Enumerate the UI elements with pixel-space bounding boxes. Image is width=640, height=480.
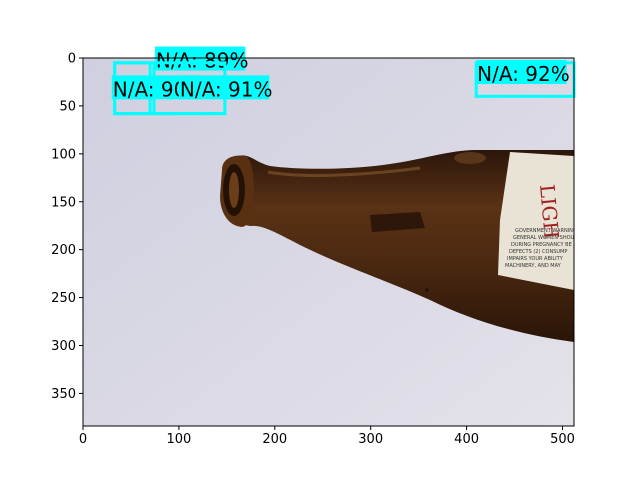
- label-text: GOVERNMENT WARNING GENERAL WOMEN SHOU DU…: [505, 228, 577, 269]
- y-tick-label: 250: [51, 291, 76, 306]
- y-tick-label: 150: [51, 195, 76, 210]
- bottle-image: LIGH GOVERNMENT WARNING GENERAL WOMEN SH…: [220, 150, 577, 342]
- svg-text:GENERAL WOMEN SHOU: GENERAL WOMEN SHOU: [513, 235, 575, 241]
- photo: LIGH GOVERNMENT WARNING GENERAL WOMEN SH…: [83, 58, 577, 426]
- x-tick-label: 100: [166, 432, 191, 447]
- label-background: [178, 75, 270, 100]
- label-background: [476, 60, 567, 84]
- x-axis: 0 100 200 300 400 500: [79, 426, 575, 447]
- label-background: [154, 46, 246, 71]
- axes-frame: [82, 57, 575, 427]
- y-tick-label: 200: [51, 243, 76, 258]
- svg-text:DEFECTS (2) CONSUMP: DEFECTS (2) CONSUMP: [509, 249, 567, 255]
- svg-text:GOVERNMENT WARNING: GOVERNMENT WARNING: [515, 228, 577, 234]
- svg-text:MACHINERY, AND MAY: MACHINERY, AND MAY: [505, 263, 562, 269]
- detection-layer: N/A: 89%N/A: 90%N/A: 91%N/A: 92%: [111, 46, 576, 116]
- x-tick-label: 0: [79, 432, 87, 447]
- x-tick-label: 400: [454, 432, 479, 447]
- y-tick-label: 50: [59, 99, 76, 114]
- x-tick-label: 300: [358, 432, 383, 447]
- detection-label: N/A: 89%: [156, 49, 249, 73]
- x-tick-label: 500: [550, 432, 575, 447]
- svg-text:DURING PREGNANCY BE: DURING PREGNANCY BE: [511, 242, 572, 248]
- detection-label: N/A: 92%: [477, 62, 570, 86]
- y-tick-label: 0: [68, 52, 76, 67]
- y-tick-label: 300: [51, 339, 76, 354]
- detection-4: N/A: 92%: [474, 60, 576, 98]
- bottle-label: [498, 152, 574, 290]
- x-tick-label: 200: [262, 432, 287, 447]
- svg-text:IMPAIRS YOUR ABILITY: IMPAIRS YOUR ABILITY: [507, 256, 564, 262]
- y-axis: 0 50 100 150 200 250 300 350: [51, 52, 83, 402]
- detection-3: N/A: 91%: [152, 61, 273, 116]
- detection-label: N/A: 91%: [180, 77, 273, 101]
- y-tick-label: 100: [51, 147, 76, 162]
- svg-text:LIGH: LIGH: [535, 183, 564, 239]
- y-tick-label: 350: [51, 387, 76, 402]
